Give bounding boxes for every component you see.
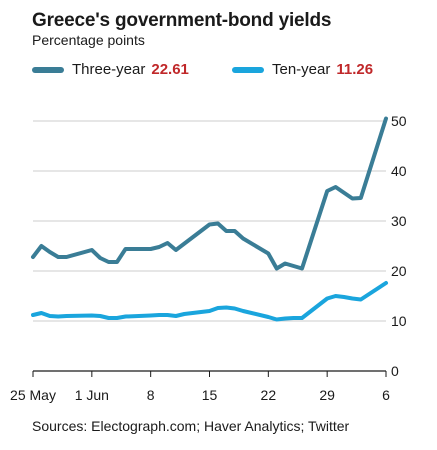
y-tick-label-50: 50 xyxy=(391,113,407,129)
legend-item-three-year: Three-year 22.61 xyxy=(32,61,189,78)
x-tick-label-3: 15 xyxy=(202,387,218,403)
y-tick-label-40: 40 xyxy=(391,163,407,179)
legend-swatch-ten-year xyxy=(232,66,264,73)
legend-label-ten-year: Ten-year xyxy=(272,61,331,78)
legend-item-ten-year: Ten-year 11.26 xyxy=(232,61,373,78)
y-tick-label-0: 0 xyxy=(391,363,399,379)
legend-value-three-year: 22.61 xyxy=(151,61,189,78)
x-tick-label-0: 25 May xyxy=(10,387,56,403)
x-tick-label-2: 8 xyxy=(147,387,155,403)
x-tick-label-5: 29 xyxy=(319,387,335,403)
x-tick-label-6: 6 xyxy=(382,387,390,403)
x-tick-label-4: 22 xyxy=(261,387,277,403)
series-line-three-year xyxy=(31,116,388,271)
x-tick-label-1: 1 Jun xyxy=(75,387,109,403)
series-line-ten-year xyxy=(31,281,388,322)
legend-swatch-three-year xyxy=(32,66,64,73)
y-tick-label-10: 10 xyxy=(391,313,407,329)
legend-label-three-year: Three-year xyxy=(72,61,146,78)
y-tick-label-20: 20 xyxy=(391,263,407,279)
chart-source: Sources: Electograph.com; Haver Analytic… xyxy=(32,418,350,434)
chart-subtitle: Percentage points xyxy=(32,32,145,48)
legend-value-ten-year: 11.26 xyxy=(336,61,374,78)
y-tick-label-30: 30 xyxy=(391,213,407,229)
chart-title: Greece's government-bond yields xyxy=(32,10,332,31)
